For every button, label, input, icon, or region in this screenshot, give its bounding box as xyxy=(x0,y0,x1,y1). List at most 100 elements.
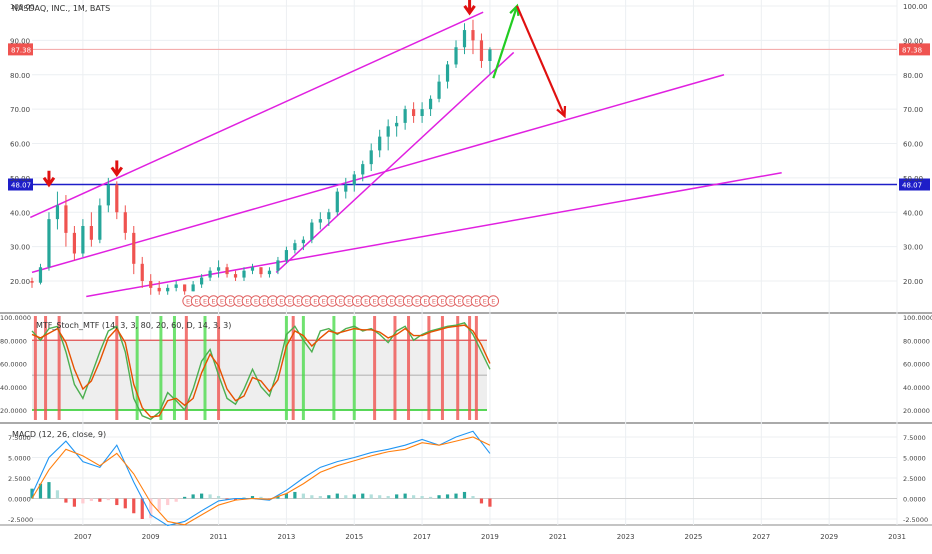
candle xyxy=(471,30,475,41)
x-tick-label: 2023 xyxy=(617,533,635,541)
macd-histogram-bar xyxy=(479,498,484,504)
candle xyxy=(318,219,322,223)
macd-histogram-bar xyxy=(115,498,119,506)
earnings-marker-label: E xyxy=(449,298,453,306)
candle xyxy=(183,284,187,292)
stoch-signal-red xyxy=(184,316,188,420)
stoch-series-line xyxy=(31,324,491,418)
x-tick-label: 2025 xyxy=(685,533,703,541)
candle xyxy=(115,184,119,213)
candle xyxy=(344,184,348,192)
earnings-marker-label: E xyxy=(457,298,461,306)
earnings-marker-label: E xyxy=(322,298,326,306)
candle xyxy=(242,270,246,278)
stoch-signal-green xyxy=(135,316,139,420)
y-tick-label: 70.00 xyxy=(10,106,30,114)
earnings-marker-label: E xyxy=(423,298,427,306)
price-pane-title: NASDAQ, INC., 1M, BATS xyxy=(12,4,110,13)
y-tick-label: 20.00 xyxy=(10,278,30,286)
y-tick-label: 40.0000 xyxy=(0,384,27,392)
forecast-arrow[interactable] xyxy=(492,5,519,79)
macd-histogram-bar xyxy=(259,496,263,499)
macd-histogram-bar xyxy=(445,494,450,499)
candle xyxy=(123,212,127,233)
earnings-marker-label: E xyxy=(381,298,385,306)
macd-histogram-bar xyxy=(98,498,102,502)
macd-histogram-bar xyxy=(55,490,60,499)
y-tick-label: 30.00 xyxy=(903,244,923,252)
macd-histogram-bar xyxy=(352,494,356,499)
macd-histogram-bar xyxy=(132,498,136,514)
macd-histogram-bar xyxy=(38,483,43,499)
macd-pane[interactable] xyxy=(30,430,897,527)
candle xyxy=(106,184,110,206)
earnings-marker[interactable] xyxy=(487,295,500,307)
stoch-signal-red xyxy=(468,316,472,420)
candle xyxy=(276,260,280,271)
y-tick-label: 60.0000 xyxy=(903,361,930,369)
earnings-marker-label: E xyxy=(415,298,419,306)
trendline[interactable] xyxy=(275,51,515,273)
candle xyxy=(191,284,195,292)
earnings-marker-label: E xyxy=(186,298,190,306)
candle xyxy=(462,30,467,48)
down-arrow-marker-head xyxy=(463,5,476,16)
macd-histogram-bar xyxy=(412,495,416,499)
candle xyxy=(64,205,68,233)
y-tick-label: 40.0000 xyxy=(903,384,930,392)
candle xyxy=(403,109,407,123)
stoch-series-line xyxy=(31,322,491,421)
macd-histogram-bar xyxy=(47,482,51,499)
macd-histogram-bar xyxy=(225,498,229,500)
price-pane[interactable]: E E E E E E E E E E E E E E E E E E E E E E E E E E E E E E E E E E E E E87.… xyxy=(8,0,930,307)
candle xyxy=(420,109,424,116)
candle xyxy=(216,267,221,271)
stoch-signal-red xyxy=(57,316,61,420)
forecast-arrow[interactable] xyxy=(516,5,566,117)
stochastic-pane[interactable] xyxy=(31,316,491,421)
trendline[interactable] xyxy=(29,11,484,219)
earnings-marker-label: E xyxy=(262,298,266,306)
macd-histogram-bar xyxy=(428,496,433,499)
macd-histogram-bar xyxy=(386,496,390,499)
y-tick-label: 40.00 xyxy=(903,209,923,217)
stoch-signal-green xyxy=(203,316,207,420)
trendline[interactable] xyxy=(31,74,725,274)
y-tick-label: 5.0000 xyxy=(903,455,926,463)
y-tick-label: 80.0000 xyxy=(903,337,930,345)
y-tick-label: 80.00 xyxy=(903,72,923,80)
y-tick-label: 20.00 xyxy=(903,278,923,286)
earnings-marker-label: E xyxy=(279,298,283,306)
x-tick-label: 2013 xyxy=(277,533,295,541)
stoch-signal-red xyxy=(115,316,119,420)
x-tick-label: 2007 xyxy=(74,533,92,541)
macd-histogram-bar xyxy=(284,493,289,499)
earnings-marker-label: E xyxy=(254,298,258,306)
trendline[interactable] xyxy=(86,171,782,298)
macd-histogram-bar xyxy=(140,498,144,519)
candle xyxy=(386,126,390,137)
x-tick-label: 2031 xyxy=(888,533,906,541)
candle xyxy=(157,287,161,292)
candle xyxy=(225,267,229,275)
level-price-tag-left-text: 48.07 xyxy=(11,182,31,190)
earnings-marker-label: E xyxy=(390,298,394,306)
y-tick-label: 0.0000 xyxy=(903,496,926,504)
stochastic-pane-title: MTF_Stoch_MTF (14, 3, 3, 80, 20, 60, D, … xyxy=(36,321,231,330)
candle xyxy=(81,226,85,254)
level-price-tag-text: 48.07 xyxy=(902,182,922,190)
macd-histogram-bar xyxy=(191,494,195,499)
earnings-marker-label: E xyxy=(406,298,410,306)
macd-histogram-bar xyxy=(301,493,305,499)
macd-histogram-bar xyxy=(72,498,77,507)
macd-histogram-bar xyxy=(106,498,110,501)
x-tick-label: 2029 xyxy=(820,533,838,541)
earnings-marker-label: E xyxy=(347,298,351,306)
macd-histogram-bar xyxy=(174,498,178,502)
earnings-marker-label: E xyxy=(339,298,343,306)
candle xyxy=(30,281,34,283)
macd-pane-title: MACD (12, 26, close, 9) xyxy=(12,430,106,439)
macd-histogram-bar xyxy=(420,496,424,499)
